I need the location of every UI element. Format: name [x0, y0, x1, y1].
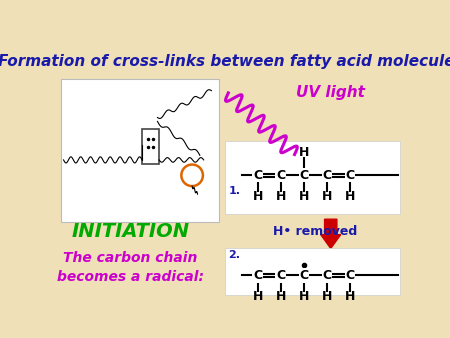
Text: H• removed: H• removed [273, 225, 357, 238]
Text: C: C [322, 169, 332, 182]
Text: C: C [299, 169, 308, 182]
Text: H: H [252, 190, 263, 203]
Bar [142, 129, 159, 164]
Text: H: H [252, 290, 263, 304]
Text: 1.: 1. [228, 186, 240, 196]
Text: H: H [275, 290, 286, 304]
Text: H: H [322, 190, 332, 203]
Text: C: C [299, 269, 308, 282]
Text: INITIATION: INITIATION [72, 222, 189, 241]
Text: C: C [346, 269, 355, 282]
Text: C: C [276, 269, 285, 282]
FancyArrow shape [321, 219, 341, 248]
Bar [225, 141, 400, 214]
Bar [225, 248, 400, 295]
Text: H: H [322, 290, 332, 304]
Text: C: C [322, 269, 332, 282]
Text: H: H [345, 190, 355, 203]
Text: C: C [346, 169, 355, 182]
Text: 2.: 2. [228, 250, 240, 260]
Text: The carbon chain
becomes a radical:: The carbon chain becomes a radical: [57, 251, 204, 285]
Text: H: H [345, 290, 355, 304]
Text: H: H [299, 146, 309, 160]
Text: H: H [275, 190, 286, 203]
Bar [61, 79, 219, 221]
Text: H: H [299, 190, 309, 203]
Text: C: C [253, 269, 262, 282]
Text: UV light: UV light [296, 86, 365, 100]
Text: H: H [299, 290, 309, 304]
Text: C: C [253, 169, 262, 182]
Text: C: C [276, 169, 285, 182]
Text: Formation of cross-links between fatty acid molecules: Formation of cross-links between fatty a… [0, 54, 450, 69]
